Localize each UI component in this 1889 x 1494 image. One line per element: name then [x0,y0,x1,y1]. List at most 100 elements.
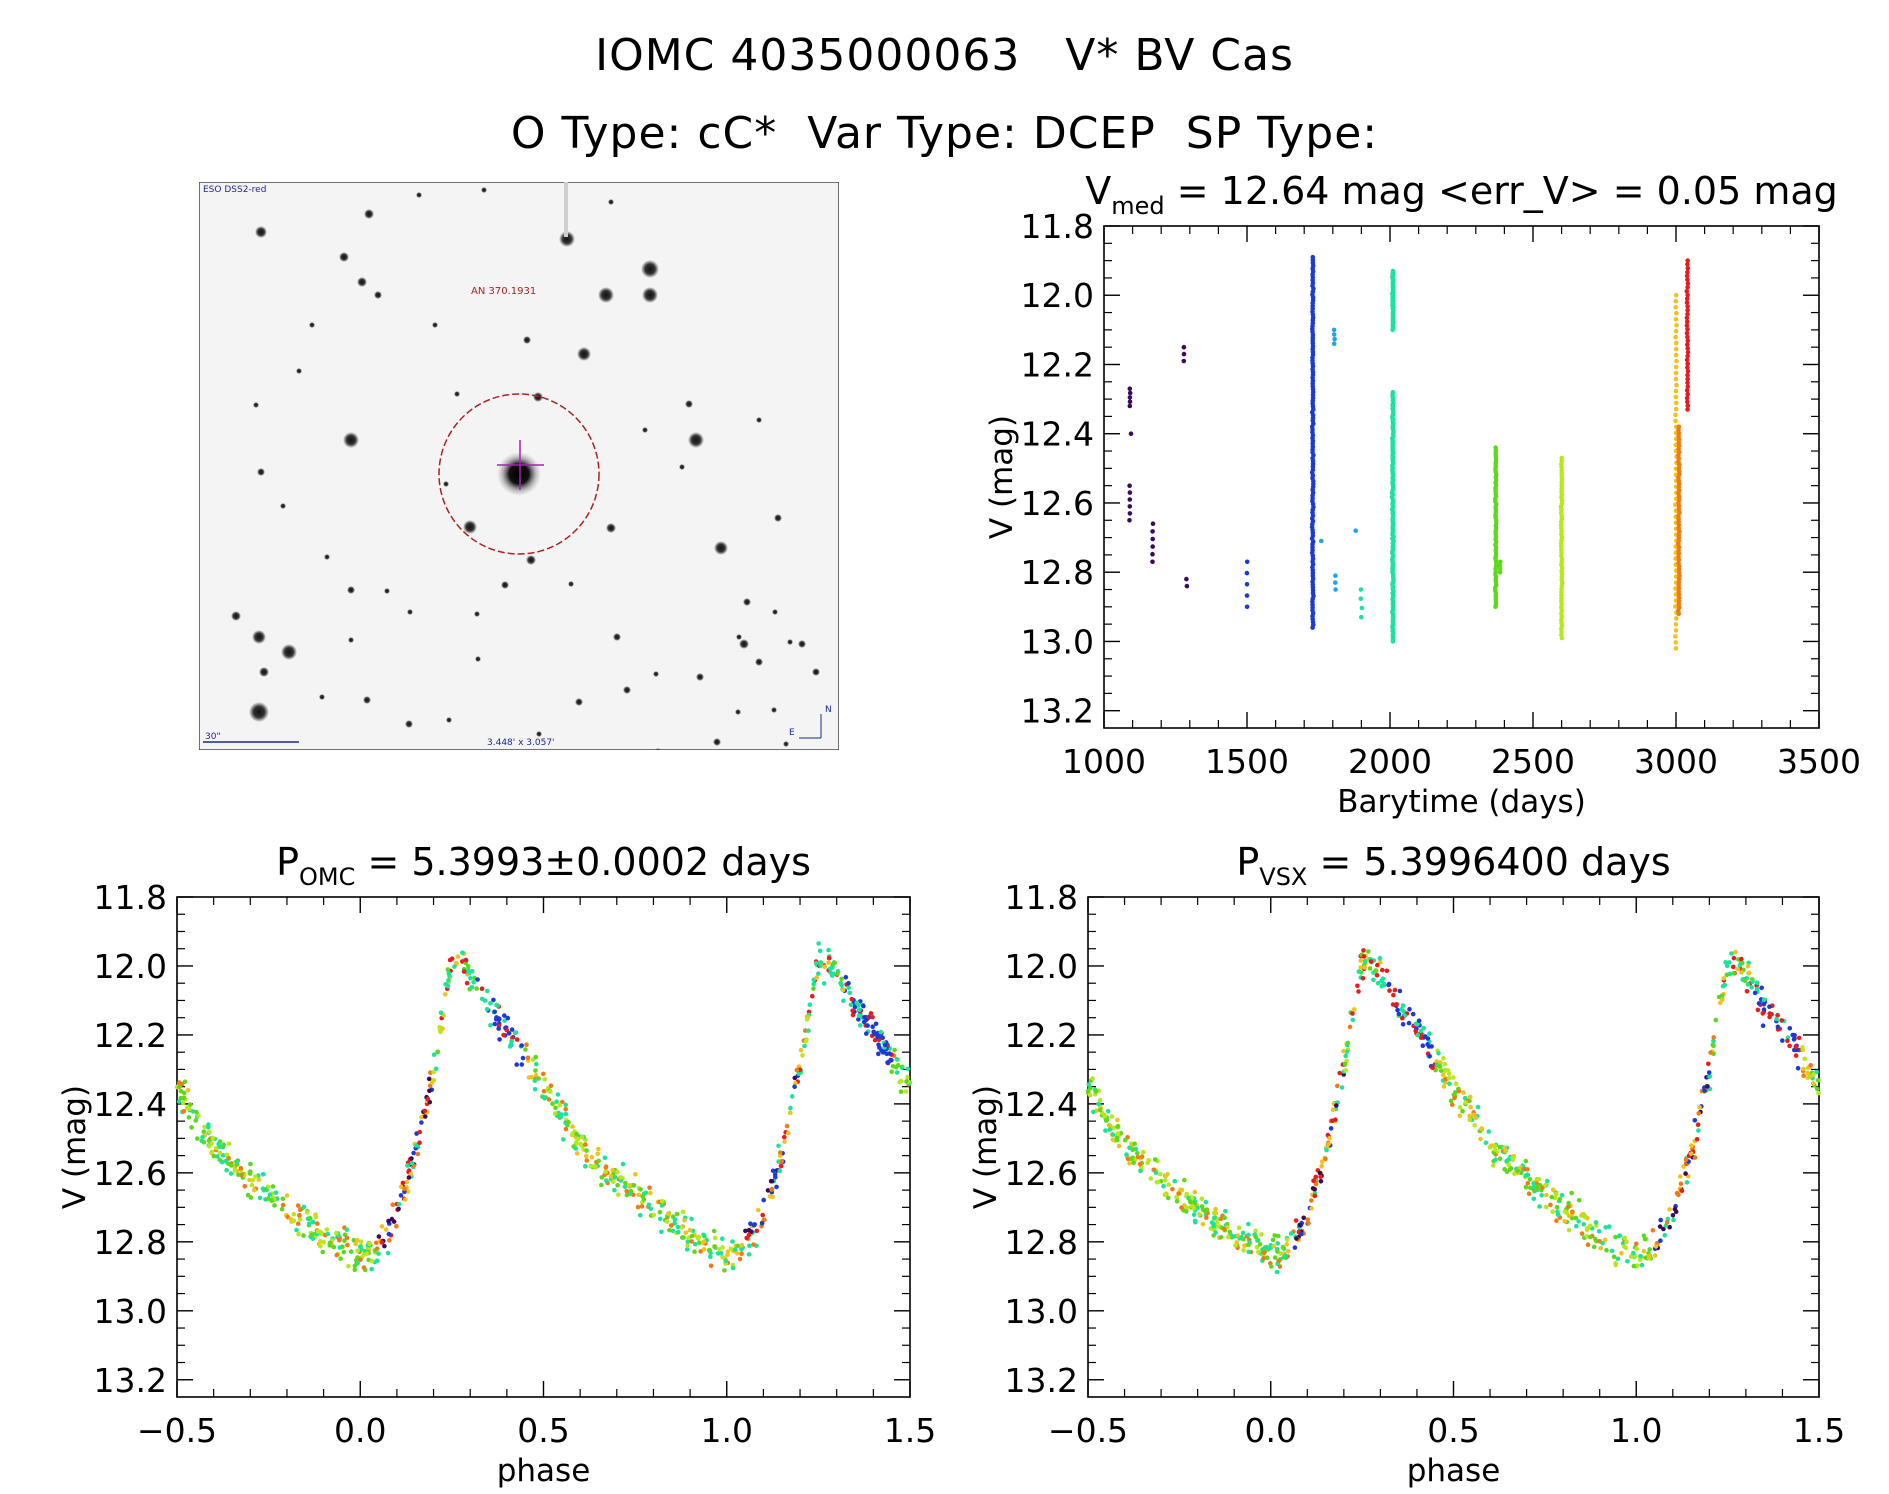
phase-omc-point [747,1243,752,1249]
phase-omc-point [414,1143,419,1148]
phase-vsx-point [1678,1174,1683,1179]
phase-vsx-point [1609,1248,1615,1254]
phase-omc-point [752,1222,757,1227]
phase-vsx-point [1755,980,1760,985]
phase-vsx-point [1672,1206,1678,1212]
phase-omc-point [776,1143,781,1149]
light-curve-point [1685,391,1690,397]
light-curve-point [1244,604,1250,610]
phase-vsx-point [1384,968,1390,974]
phase-vsx-point [1309,1198,1314,1203]
phase-omc-point [433,1066,439,1072]
phase-omc-point [260,1172,266,1177]
phase-vsx-point [1759,985,1764,991]
phase-omc-point [541,1088,547,1094]
light-curve-point [1673,352,1679,358]
phase-vsx-point [1105,1108,1111,1114]
star-13 [432,322,438,328]
phase-omc-point [438,1010,444,1016]
phase-vsx-point [1362,965,1368,970]
phase-vsx-point [1387,988,1392,993]
phase-vsx-point [1179,1205,1184,1210]
phase-omc-point [390,1202,396,1207]
phase-vsx-point [1752,990,1758,996]
phase-vsx-point [1350,1017,1356,1023]
phase-omc-point [501,1032,506,1038]
light-curve-ylabel: V (mag) [984,415,1020,539]
phase-vsx-point [1531,1181,1536,1186]
phase-vsx-point [1473,1115,1479,1121]
phase-omc-point [269,1198,275,1203]
phase-vsx-point [1361,948,1366,953]
phase-vsx-point [1116,1143,1122,1149]
phase-omc-point [789,1094,795,1099]
phase-vsx-point [1591,1244,1597,1250]
phase-omc-point [770,1168,776,1174]
phase-vsx-point [1223,1208,1228,1214]
light-curve-ytick-label: 12.0 [1021,276,1094,315]
star-15 [577,347,591,361]
phase-vsx-point [1184,1191,1189,1197]
light-curve-point [1127,386,1133,392]
phase-vsx-point [1539,1193,1544,1198]
phase-omc-point [558,1114,564,1120]
phase-vsx-point [1787,1026,1793,1031]
phase-vsx-title: PVSX = 5.3996400 days [1236,840,1670,891]
phase-omc-point [570,1124,575,1129]
phase-vsx-point [1723,960,1728,965]
phase-vsx-point [1531,1196,1537,1202]
phase-vsx-point [1662,1232,1668,1238]
light-curve-point [1673,316,1679,322]
phase-vsx-point [1653,1244,1659,1249]
phase-omc-point [525,1055,531,1061]
phase-omc-point [792,1075,798,1081]
phase-vsx-point [1323,1156,1328,1162]
phase-omc-point [358,1244,363,1250]
phase-vsx-point [1478,1136,1483,1142]
phase-vsx-point [1236,1225,1242,1230]
phase-omc-point [840,987,846,993]
phase-vsx-point [1692,1155,1698,1160]
phase-vsx-point [1774,1016,1779,1022]
phase-vsx-point [1235,1233,1241,1238]
phase-vsx-point [1191,1212,1197,1217]
phase-vsx-point [1479,1126,1484,1132]
phase-omc-point [681,1235,686,1240]
light-curve-point [1685,304,1690,309]
phase-vsx-point [1754,986,1760,992]
phase-omc-point [905,1066,911,1072]
phase-vsx-point [1681,1164,1686,1169]
phase-vsx-point [1527,1177,1533,1182]
phase-omc-point [532,1078,538,1083]
phase-vsx-point [1256,1249,1261,1255]
phase-omc-point [816,971,821,976]
light-curve-point [1685,285,1690,290]
phase-vsx-ytick-label: 12.2 [1005,1016,1078,1055]
phase-vsx-point [1091,1109,1096,1115]
light-curve-point [1359,614,1364,620]
phase-vsx-point [1400,1003,1406,1008]
star-71 [685,400,693,408]
light-curve-point [1684,357,1690,363]
phase-omc-point [735,1243,741,1249]
phase-omc-point [849,996,855,1002]
phase-omc-point [782,1139,787,1144]
light-curve-point [1390,327,1395,333]
phase-omc-point [841,998,846,1003]
phase-omc-point [202,1124,207,1130]
phase-omc-point [570,1131,575,1137]
light-curve-point [1559,635,1565,641]
phase-vsx-point [1221,1226,1227,1232]
light-curve-point [1353,528,1358,533]
phase-omc-point [247,1171,253,1176]
phase-omc-point [524,1042,529,1047]
phase-omc-point [509,1038,514,1044]
phase-vsx-point [1165,1195,1171,1201]
phase-omc-xtick-label: 1.0 [701,1411,753,1450]
light-curve-point [1674,382,1679,388]
phase-vsx-point [1350,1011,1355,1016]
phase-omc-point [830,965,835,970]
light-curve-point [1181,351,1187,357]
phase-omc-point [622,1184,628,1190]
phase-omc-point [213,1145,219,1151]
